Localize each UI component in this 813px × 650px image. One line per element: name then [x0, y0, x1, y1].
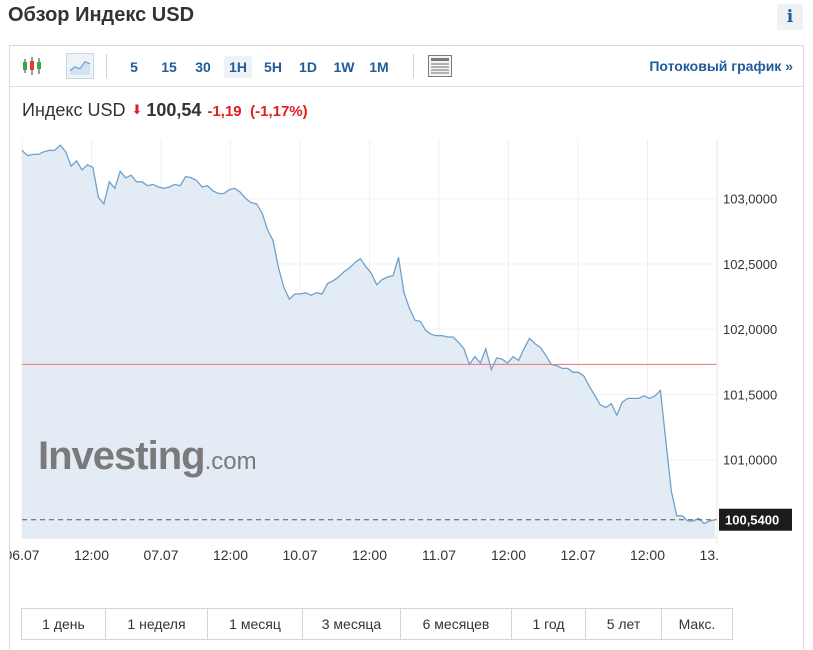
candlestick-chart-icon[interactable] — [20, 53, 46, 79]
investing-logo: Investing.com — [38, 434, 257, 478]
x-tick-label: 06.07 — [10, 547, 40, 563]
period-1-week[interactable]: 1 неделя — [106, 609, 208, 639]
x-tick-label: 13. — [700, 547, 719, 563]
period-1-year[interactable]: 1 год — [512, 609, 586, 639]
timeframe-15[interactable]: 15 — [161, 59, 177, 75]
x-tick-label: 12:00 — [213, 547, 248, 563]
news-panel-icon[interactable] — [427, 53, 453, 79]
price-change: -1,19 — [207, 103, 242, 120]
page-title: Обзор Индекс USD — [8, 4, 195, 26]
x-tick-label: 07.07 — [143, 547, 178, 563]
y-tick-label: 102,0000 — [723, 322, 777, 337]
toolbar-divider — [413, 54, 414, 78]
x-tick-label: 12:00 — [491, 547, 526, 563]
y-tick-label: 102,5000 — [723, 257, 777, 272]
chart-panel — [9, 45, 804, 650]
y-tick-label: 103,0000 — [723, 192, 777, 207]
down-arrow-icon: ⬇ — [131, 102, 143, 117]
price-change-percent: (-1,17%) — [250, 103, 308, 120]
last-price: 100,54 — [146, 100, 202, 120]
series-line — [21, 144, 716, 525]
instrument-name: Индекс USD — [22, 100, 126, 120]
toolbar-divider — [106, 54, 107, 78]
timeframe-1d[interactable]: 1D — [299, 59, 317, 75]
x-tick-label: 12:00 — [352, 547, 387, 563]
timeframe-1h[interactable]: 1H — [224, 56, 252, 78]
series-area-fill — [22, 145, 715, 538]
timeframe-5h[interactable]: 5H — [264, 59, 282, 75]
streaming-chart-link[interactable]: Потоковый график » — [649, 58, 793, 74]
last-value-badge — [719, 508, 792, 531]
x-tick-label: 12.07 — [560, 547, 595, 563]
x-tick-label: 12:00 — [630, 547, 665, 563]
timeframe-1w[interactable]: 1W — [333, 59, 355, 75]
y-tick-label: 101,0000 — [723, 453, 777, 468]
period-selector: 1 день 1 неделя 1 месяц 3 месяца 6 месяц… — [21, 608, 733, 640]
period-3-months[interactable]: 3 месяца — [303, 609, 401, 639]
timeframe-1m[interactable]: 1M — [369, 59, 389, 75]
price-chart[interactable]: 103,0000 102,5000 102,0000 101,5000 101,0000… — [10, 140, 794, 572]
timeframe-5[interactable]: 5 — [130, 59, 138, 75]
period-5-years[interactable]: 5 лет — [586, 609, 662, 639]
x-tick-label: 11.07 — [422, 547, 456, 563]
period-1-month[interactable]: 1 месяц — [208, 609, 303, 639]
x-tick-label: 10.07 — [282, 547, 317, 563]
x-tick-label: 12:00 — [74, 547, 109, 563]
period-6-months[interactable]: 6 месяцев — [401, 609, 512, 639]
last-value-label: 100,5400 — [725, 513, 779, 528]
area-chart-icon[interactable] — [66, 53, 94, 79]
period-1-day[interactable]: 1 день — [22, 609, 106, 639]
info-icon[interactable]: i — [777, 4, 803, 30]
chart-toolbar: 5 15 30 1H 5H 1D 1W 1M Потоковый график … — [10, 46, 803, 87]
period-max[interactable]: Макс. — [678, 616, 716, 632]
y-tick-label: 101,5000 — [723, 387, 777, 402]
quote-summary: Индекс USD ⬇ 100,54 -1,19 (-1,17%) — [22, 100, 308, 124]
timeframe-30[interactable]: 30 — [195, 59, 211, 75]
